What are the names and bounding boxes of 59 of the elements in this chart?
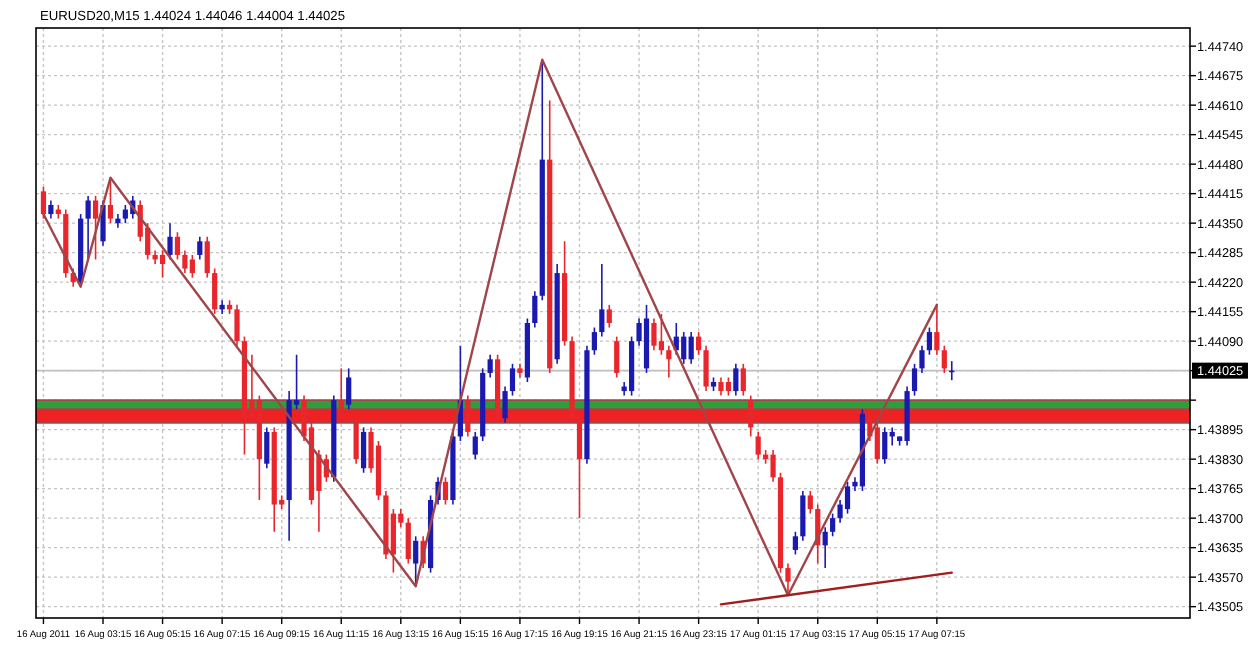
candlestick — [532, 290, 538, 329]
candlestick — [606, 304, 612, 329]
candlestick — [926, 326, 933, 356]
candlestick — [792, 530, 799, 556]
candlestick — [740, 363, 746, 397]
candlestick — [770, 449, 776, 483]
candlestick — [40, 186, 47, 220]
candlestick — [591, 326, 597, 356]
candlestick — [666, 344, 672, 379]
candlestick — [159, 249, 166, 279]
candlestick — [614, 335, 620, 379]
candlestick — [122, 204, 128, 224]
candlestick — [882, 426, 888, 465]
candlestick — [941, 344, 947, 374]
candlestick — [807, 490, 813, 515]
candlestick — [204, 235, 210, 279]
candlestick — [651, 317, 657, 352]
candlestick — [718, 376, 724, 397]
candlestick — [599, 263, 605, 338]
candlestick — [167, 222, 173, 261]
candlestick — [911, 363, 918, 397]
candlestick — [502, 385, 508, 424]
candlestick — [874, 422, 880, 465]
candlestick — [115, 213, 121, 229]
candlestick — [107, 176, 114, 224]
candlestick — [681, 331, 687, 365]
candlestick — [212, 267, 218, 315]
candlestick — [934, 304, 940, 356]
candlestick — [844, 481, 851, 515]
candlestick — [688, 331, 694, 365]
candlestick — [100, 199, 106, 247]
candlestick — [92, 195, 99, 261]
candlestick — [472, 431, 478, 460]
candlestick — [733, 363, 739, 397]
candlestick — [800, 490, 806, 542]
candlestick — [182, 249, 188, 274]
candlestick — [830, 512, 836, 538]
candlestick — [696, 331, 702, 356]
candlestick — [174, 231, 181, 261]
candlestick — [785, 562, 791, 597]
candlestick — [919, 344, 925, 374]
candlestick — [346, 367, 352, 411]
candlestick — [405, 517, 411, 565]
candlestick — [755, 431, 761, 460]
candlestick — [658, 313, 664, 356]
candlestick — [725, 376, 732, 397]
candlestick — [264, 426, 270, 470]
candlestick — [197, 235, 203, 261]
candlestick — [509, 363, 516, 397]
candlestick — [48, 199, 54, 220]
candlestick — [442, 476, 449, 506]
candlestick — [703, 344, 709, 392]
candlestick — [234, 304, 240, 347]
candlestick — [360, 426, 367, 474]
candlestick — [487, 353, 493, 379]
candlestick — [413, 535, 419, 588]
candlestick — [822, 526, 828, 569]
candlestick — [189, 254, 195, 279]
candlestick — [85, 195, 91, 261]
